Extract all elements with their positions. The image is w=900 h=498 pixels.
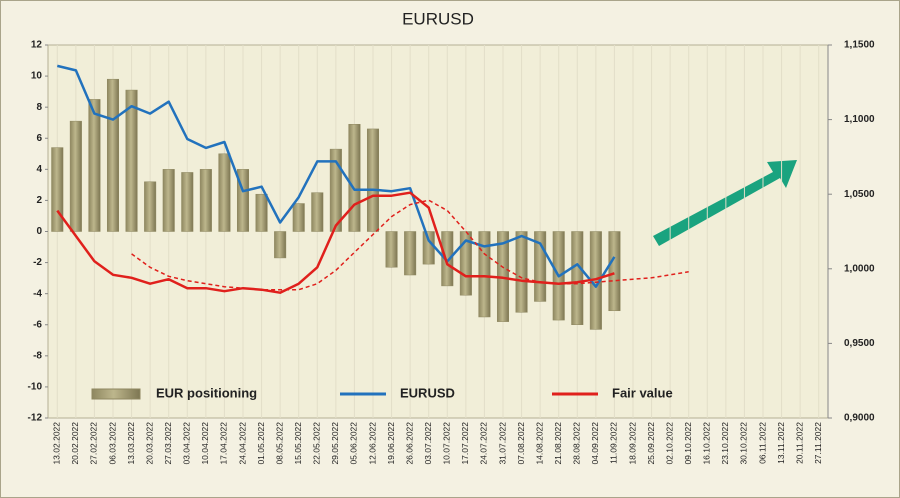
x-tick-label: 01.05.2022 — [256, 422, 266, 465]
bar — [534, 231, 547, 302]
y-tick-label: 4 — [36, 164, 42, 175]
line — [56, 191, 615, 294]
x-tick-label: 11.09.2022 — [609, 422, 619, 464]
bar — [88, 99, 101, 232]
y-tick-label: -12 — [28, 413, 43, 424]
dashed-line — [131, 199, 689, 291]
x-tick-label: 06.11.2022 — [757, 422, 767, 464]
x-tick-label: 28.08.2022 — [572, 422, 582, 465]
x-tick-label: 22.05.2022 — [312, 422, 322, 465]
y-tick-label: 2 — [36, 195, 42, 206]
x-tick-label: 09.10.2022 — [683, 422, 693, 465]
x-tick-label: 13.03.2022 — [126, 422, 136, 465]
bar — [422, 231, 435, 265]
x-tick-label: 19.06.2022 — [386, 422, 396, 465]
x-tick-label: 05.06.2022 — [349, 422, 359, 465]
x-tick-label: 31.07.2022 — [497, 422, 507, 465]
x-tick-label: 26.06.2022 — [404, 422, 414, 465]
x-tick-label: 23.10.2022 — [720, 422, 730, 465]
bar — [292, 203, 305, 232]
x-tick-label: 08.05.2022 — [274, 422, 284, 465]
x-tick-label: 27.02.2022 — [89, 422, 99, 465]
bar — [329, 148, 342, 232]
y-tick-label: -6 — [33, 319, 42, 330]
legend-label: EURUSD — [400, 385, 455, 400]
chart-title: EURUSD — [402, 9, 474, 28]
x-tick-label: 12.06.2022 — [367, 422, 377, 465]
x-tick-label: 27.03.2022 — [163, 422, 173, 465]
y-tick-label: -4 — [33, 288, 42, 299]
x-tick-label: 17.07.2022 — [460, 422, 470, 465]
x-tick-label: 04.09.2022 — [590, 422, 600, 465]
x-tick-label: 07.08.2022 — [516, 422, 526, 465]
bar — [441, 231, 454, 287]
x-tick-label: 20.11.2022 — [794, 422, 804, 464]
bar — [608, 231, 621, 312]
x-tick-label: 20.02.2022 — [70, 422, 80, 465]
x-tick-label: 20.03.2022 — [144, 422, 154, 465]
x-tick-label: 25.09.2022 — [646, 422, 656, 465]
y-tick-label: 10 — [31, 71, 43, 82]
bar — [236, 169, 250, 232]
x-tick-label: 14.08.2022 — [534, 422, 544, 465]
x-tick-label: 18.09.2022 — [627, 422, 637, 465]
bar — [199, 169, 212, 232]
x-tick-label: 17.04.2022 — [219, 422, 229, 465]
y-tick-label: -10 — [28, 382, 43, 393]
x-tick-label: 24.04.2022 — [237, 422, 247, 465]
bar — [69, 120, 82, 232]
bar — [459, 231, 472, 296]
legend-label: EUR positioning — [156, 385, 257, 400]
bar — [404, 231, 417, 276]
bar — [515, 231, 528, 313]
bar — [181, 172, 194, 232]
legend-label: Fair value — [612, 385, 673, 400]
plot-area — [47, 44, 829, 419]
bar — [311, 192, 324, 232]
y-tick-label: 12 — [31, 40, 43, 51]
x-tick-label: 21.08.2022 — [553, 422, 563, 465]
bar — [255, 193, 268, 232]
bar — [571, 231, 584, 325]
x-tick-label: 06.03.2022 — [107, 422, 117, 465]
x-tick-label: 13.02.2022 — [52, 422, 62, 465]
bar — [106, 78, 120, 232]
bar — [348, 124, 361, 232]
x-tick-label: 13.11.2022 — [776, 422, 786, 464]
x-tick-label: 03.07.2022 — [423, 422, 433, 465]
x-tick-label: 16.10.2022 — [702, 422, 712, 465]
x-tick-label: 10.07.2022 — [442, 422, 452, 465]
x-tick-label: 02.10.2022 — [664, 422, 674, 465]
y-tick-label: 6 — [36, 133, 42, 144]
y2-tick-label: 1,0000 — [844, 263, 875, 274]
y2-tick-label: 1,0500 — [844, 189, 875, 200]
line — [57, 64, 616, 288]
legend-swatch — [91, 388, 141, 400]
x-tick-label: 30.10.2022 — [739, 422, 749, 465]
y-tick-label: -2 — [33, 257, 42, 268]
bar — [274, 231, 287, 259]
y2-tick-label: 1,1500 — [844, 40, 875, 51]
bar — [162, 169, 175, 232]
y-tick-label: 0 — [36, 226, 42, 237]
y-tick-label: 8 — [36, 102, 42, 113]
x-tick-label: 27.11.2022 — [813, 422, 823, 464]
bar — [125, 89, 138, 232]
y2-tick-label: 0,9500 — [844, 338, 875, 349]
bar — [366, 128, 380, 232]
bar — [144, 181, 157, 232]
x-tick-label: 10.04.2022 — [200, 422, 210, 465]
x-tick-label: 03.04.2022 — [182, 422, 192, 465]
bar — [478, 231, 491, 318]
x-tick-label: 24.07.2022 — [479, 422, 489, 465]
x-tick-label: 15.05.2022 — [293, 422, 303, 465]
bar — [385, 231, 398, 268]
y-tick-label: -8 — [33, 350, 42, 361]
bar — [218, 153, 231, 232]
bar — [51, 147, 64, 232]
y2-tick-label: 1,1000 — [844, 114, 875, 125]
y2-tick-label: 0,9000 — [844, 413, 875, 424]
x-tick-label: 29.05.2022 — [330, 422, 340, 465]
